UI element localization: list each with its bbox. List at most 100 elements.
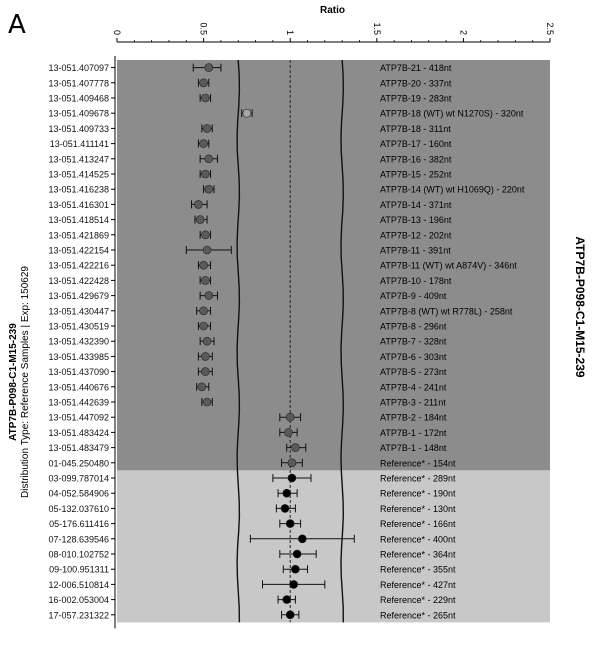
probe-label: ATP7B-20 - 337nt — [380, 78, 452, 88]
panel-letter: A — [8, 10, 26, 40]
probe-label: Reference* - 130nt — [380, 504, 456, 514]
probe-label: Reference* - 154nt — [380, 458, 456, 468]
sample-label: 13-051.409733 — [48, 124, 109, 134]
sample-label: 13-051.437090 — [48, 367, 109, 377]
data-point — [194, 200, 203, 209]
probe-label: ATP7B-12 - 202nt — [380, 230, 452, 240]
sample-label: 13-051.409468 — [48, 94, 109, 104]
probe-label: Reference* - 355nt — [380, 565, 456, 575]
data-point — [202, 336, 212, 346]
sample-label: 13-051.416238 — [48, 185, 109, 195]
sample-label: 13-051.430519 — [48, 322, 109, 332]
probe-label: Reference* - 166nt — [380, 519, 456, 529]
data-point — [202, 397, 212, 407]
band-curve-upper — [340, 59, 345, 623]
sample-label: 05-176.611416 — [49, 519, 109, 529]
sample-label: 01-045.250480 — [48, 458, 109, 468]
sample-label: 13-051.440676 — [48, 382, 109, 392]
data-point — [201, 367, 210, 376]
data-point — [289, 580, 298, 589]
data-point — [204, 63, 214, 72]
data-point — [199, 306, 208, 316]
data-point — [199, 139, 208, 148]
data-point — [291, 564, 300, 574]
sample-label: 13-051.432390 — [48, 337, 109, 347]
sample-label: 13-051.413247 — [48, 154, 109, 164]
x-tick-label: 2.5 — [545, 22, 555, 35]
probe-label: ATP7B-10 - 178nt — [380, 276, 452, 286]
probe-label: Reference* - 289nt — [380, 474, 456, 484]
data-point — [282, 488, 292, 498]
sample-label: 13-051.429679 — [48, 291, 109, 301]
data-point — [204, 291, 214, 300]
data-point — [204, 184, 214, 194]
sample-label: 12-006.510814 — [48, 580, 109, 590]
x-tick-label: 2 — [458, 30, 468, 35]
data-point — [285, 519, 295, 528]
sample-label: 13-051.422216 — [48, 261, 109, 271]
probe-label: Reference* - 364nt — [380, 550, 456, 560]
data-point — [287, 458, 297, 468]
probe-label: Reference* - 190nt — [380, 489, 456, 499]
sample-label: 13-051.483424 — [48, 428, 109, 438]
probe-label: ATP7B-6 - 303nt — [380, 352, 447, 362]
probe-label: ATP7B-16 - 382nt — [380, 154, 452, 164]
sample-label: 08-010.102752 — [48, 550, 109, 560]
sample-label: 13-051.447092 — [48, 413, 109, 423]
data-point — [199, 321, 208, 331]
sample-label: 13-051.430447 — [48, 306, 109, 316]
data-point — [298, 534, 307, 544]
probe-label: ATP7B-1 - 148nt — [380, 443, 447, 453]
sample-label: 13-051.442639 — [48, 398, 109, 408]
sample-label: 13-051.409678 — [48, 109, 109, 119]
probe-label: ATP7B-19 - 283nt — [380, 94, 452, 104]
sample-label: 16-002.053004 — [48, 595, 109, 605]
data-point — [291, 443, 300, 452]
data-point — [284, 428, 293, 437]
data-point — [204, 154, 214, 164]
sample-label: 17-057.231322 — [48, 610, 109, 620]
probe-label: ATP7B-3 - 211nt — [380, 398, 446, 408]
probe-label: ATP7B-18 (WT) wt N1270S) - 320nt — [380, 109, 524, 119]
probe-label: ATP7B-5 - 273nt — [380, 367, 447, 377]
data-point — [201, 276, 210, 285]
data-point — [201, 169, 210, 179]
sample-label: 13-051.433985 — [48, 352, 109, 362]
data-point — [201, 93, 210, 103]
probe-label: ATP7B-13 - 196nt — [380, 215, 452, 225]
data-point — [280, 504, 290, 513]
dark-region — [117, 60, 550, 471]
data-point — [201, 352, 210, 361]
probe-label: ATP7B-14 - 371nt — [380, 200, 452, 210]
x-tick-label: 1 — [285, 30, 295, 35]
data-point — [197, 382, 207, 392]
sample-label: 04-052.584906 — [48, 489, 109, 499]
band-curve-lower — [236, 59, 241, 623]
probe-label: ATP7B-14 (WT) wt H1069Q) - 220nt — [380, 185, 525, 195]
sample-label: 13-051.422154 — [48, 246, 109, 256]
light-region — [117, 470, 550, 623]
probe-label: ATP7B-4 - 241nt — [380, 382, 447, 392]
probe-label: Reference* - 229nt — [380, 595, 456, 605]
sample-label: 03-099.787014 — [48, 474, 109, 484]
x-axis-label: Ratio — [320, 5, 345, 16]
x-tick-label: 1.5 — [372, 22, 382, 35]
sample-label: 13-051.414525 — [48, 170, 109, 180]
probe-label: ATP7B-21 - 418nt — [380, 63, 452, 73]
data-point — [285, 610, 295, 620]
probe-label: ATP7B-8 - 296nt — [380, 322, 447, 332]
probe-label: Reference* - 265nt — [380, 610, 456, 620]
data-point — [292, 549, 302, 559]
probe-label: ATP7B-1 - 172nt — [380, 428, 447, 438]
sample-label: 09-100.951311 — [49, 565, 109, 575]
sample-label: 13-051.483479 — [48, 443, 109, 453]
probe-label: ATP7B-8 (WT) wt R778L) - 258nt — [380, 306, 513, 316]
data-point — [202, 245, 212, 255]
probe-label: ATP7B-11 (WT) wt A874V) - 346nt — [380, 261, 517, 271]
sample-label: 07-128.639546 — [48, 534, 109, 544]
data-point — [195, 215, 205, 224]
sample-label: 13-051.416301 — [48, 200, 109, 210]
sample-label: 13-051.407778 — [48, 78, 109, 88]
probe-label: ATP7B-7 - 328nt — [380, 337, 447, 347]
